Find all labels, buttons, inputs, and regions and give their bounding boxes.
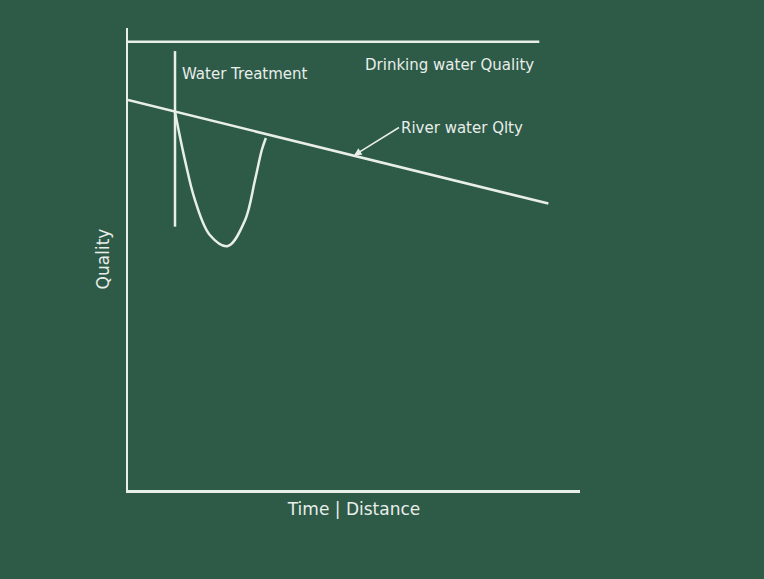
svg-text:River water Qlty: River water Qlty <box>401 119 523 137</box>
svg-text:Drinking water Quality: Drinking water Quality <box>365 56 534 74</box>
svg-text:Quality: Quality <box>93 229 113 290</box>
svg-text:Time | Distance: Time | Distance <box>287 499 420 519</box>
svg-text:Water Treatment: Water Treatment <box>182 65 308 83</box>
